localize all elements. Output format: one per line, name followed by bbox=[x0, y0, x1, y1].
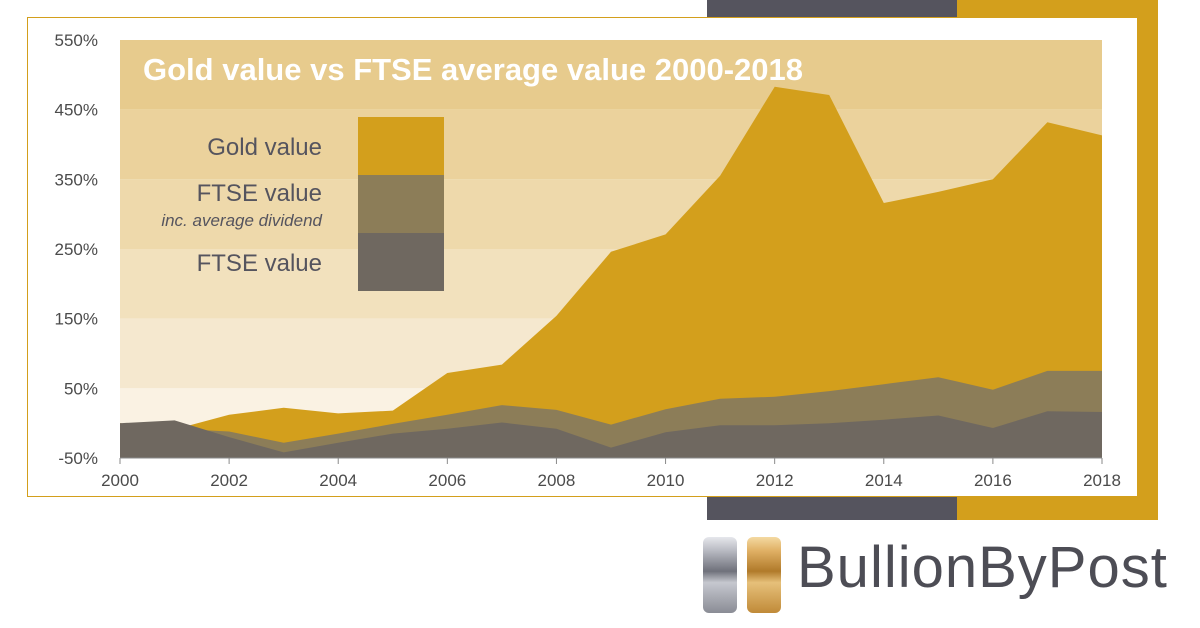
y-tick-label: 350% bbox=[55, 170, 98, 189]
x-tick-label: 2018 bbox=[1083, 471, 1121, 490]
x-axis-ticks: 2000 2002 2004 2006 2008 2010 2012 2014 2016 2018 bbox=[101, 471, 1121, 490]
legend-swatch-2 bbox=[358, 233, 444, 291]
legend-sublabel-1: inc. average dividend bbox=[161, 211, 322, 230]
chart-title: Gold value vs FTSE average value 2000-20… bbox=[143, 52, 803, 87]
y-tick-label: 150% bbox=[55, 310, 98, 329]
x-tick-label: 2002 bbox=[210, 471, 248, 490]
y-axis-ticks: 550% 450% 350% 250% 150% 50% -50% bbox=[55, 31, 98, 468]
x-tick-label: 2016 bbox=[974, 471, 1012, 490]
y-tick-label: 250% bbox=[55, 240, 98, 259]
x-tick-label: 2006 bbox=[428, 471, 466, 490]
background-band bbox=[120, 40, 1102, 110]
legend-label-1: FTSE value bbox=[197, 180, 322, 207]
silver-bar-icon bbox=[703, 537, 737, 613]
y-tick-label: -50% bbox=[58, 449, 98, 468]
legend-label-2: FTSE value bbox=[197, 250, 322, 277]
legend-swatch-1 bbox=[358, 175, 444, 233]
legend-swatch-0 bbox=[358, 117, 444, 175]
x-tick-label: 2004 bbox=[319, 471, 357, 490]
y-tick-label: 50% bbox=[64, 379, 98, 398]
area-chart: 550% 450% 350% 250% 150% 50% -50% 2000 2002 2004… bbox=[55, 31, 1121, 490]
x-tick-label: 2008 bbox=[538, 471, 576, 490]
x-axis bbox=[119, 457, 1103, 464]
series-area-2 bbox=[120, 411, 1102, 458]
x-tick-label: 2014 bbox=[865, 471, 903, 490]
gold-bar-icon bbox=[747, 537, 781, 613]
x-tick-label: 2012 bbox=[756, 471, 794, 490]
chart-card: 550% 450% 350% 250% 150% 50% -50% 2000 2002 2004… bbox=[27, 17, 1138, 497]
background-band bbox=[120, 109, 1102, 180]
legend: Gold value FTSE value inc. average dividen… bbox=[161, 117, 444, 291]
series-area-0 bbox=[120, 86, 1102, 458]
brand-name: BullionByPost bbox=[797, 535, 1168, 600]
y-tick-label: 550% bbox=[55, 31, 98, 50]
x-tick-label: 2000 bbox=[101, 471, 139, 490]
x-tick-label: 2010 bbox=[647, 471, 685, 490]
legend-label-0: Gold value bbox=[207, 134, 322, 161]
brand-logo: BullionByPost bbox=[703, 532, 1167, 613]
y-tick-label: 450% bbox=[55, 101, 98, 120]
series-areas bbox=[120, 86, 1102, 458]
